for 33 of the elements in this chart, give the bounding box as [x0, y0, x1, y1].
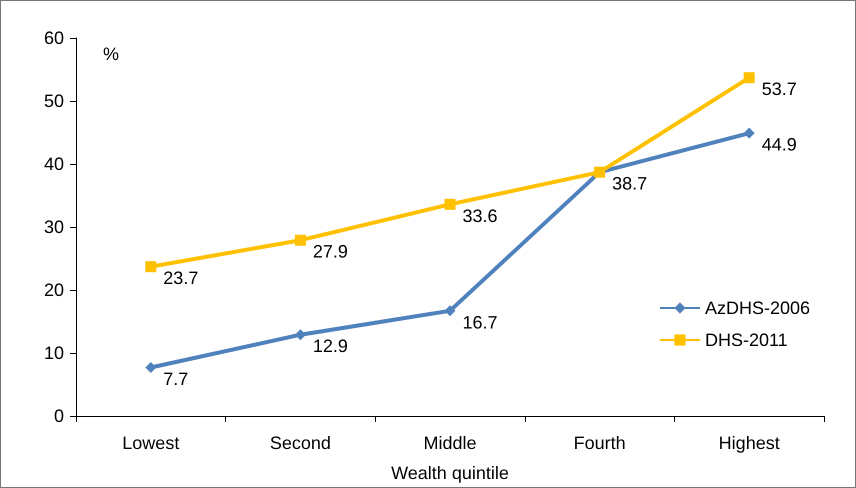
point — [294, 329, 306, 340]
legend-label: AzDHS-2006 — [704, 298, 810, 318]
y-tick-label: 30 — [44, 217, 64, 237]
y-axis-title: % — [103, 44, 120, 64]
data-label: 33.6 — [462, 206, 498, 226]
y-tick-label: 0 — [54, 406, 64, 426]
x-tick-label: Lowest — [122, 433, 180, 453]
x-tick-label: Second — [270, 433, 331, 453]
x-axis-title: Wealth quintile — [391, 463, 509, 483]
point — [444, 305, 456, 316]
point — [744, 128, 755, 139]
x-tick-label: Middle — [423, 433, 477, 453]
point — [294, 234, 306, 246]
data-label: 53.7 — [762, 79, 797, 100]
y-tick-label: 20 — [44, 280, 64, 300]
data-label: 16.7 — [462, 312, 498, 332]
point — [145, 261, 156, 272]
data-label: 23.7 — [163, 268, 198, 288]
y-tick-label: 50 — [44, 91, 64, 111]
y-tick-label: 60 — [44, 28, 64, 48]
y-tick-label: 10 — [44, 343, 64, 363]
point — [145, 362, 156, 373]
data-label: 38.7 — [612, 174, 648, 194]
x-tick-label: Fourth — [574, 433, 626, 453]
data-label: 27.9 — [312, 242, 348, 262]
data-label: 12.9 — [312, 336, 348, 356]
y-tick-label: 40 — [44, 154, 64, 174]
x-tick-label: Highest — [718, 433, 780, 453]
point — [744, 72, 755, 84]
data-label: 7.7 — [163, 368, 188, 389]
point — [444, 198, 456, 210]
legend-label: DHS-2011 — [704, 330, 788, 350]
data-label: 44.9 — [762, 134, 797, 155]
